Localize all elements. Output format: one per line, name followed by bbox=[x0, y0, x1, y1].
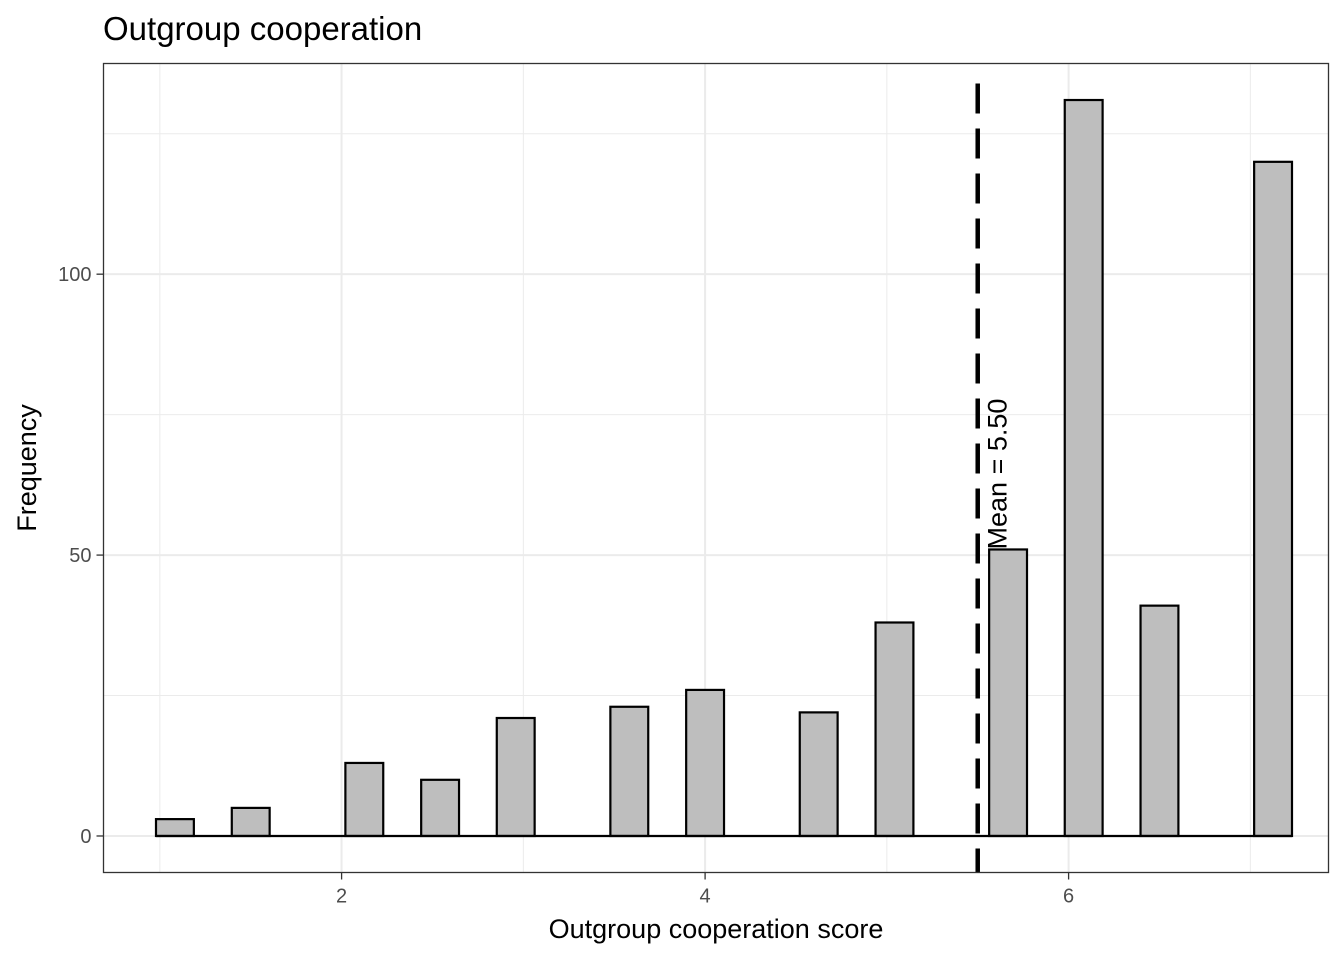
mean-label: Mean = 5.50 bbox=[983, 399, 1013, 550]
y-axis-ticks: 0 50 100 bbox=[58, 264, 104, 848]
y-axis-title: Frequency bbox=[12, 404, 42, 532]
histogram-bar bbox=[798, 711, 839, 838]
y-tick-label: 100 bbox=[58, 264, 91, 286]
histogram-bar bbox=[495, 716, 536, 838]
histogram-bar bbox=[988, 548, 1029, 838]
minor-gridlines bbox=[103, 63, 1329, 873]
x-axis-title: Outgroup cooperation score bbox=[549, 914, 884, 944]
histogram-bar bbox=[420, 778, 461, 838]
plot-border bbox=[102, 62, 1330, 874]
x-tick-label: 4 bbox=[700, 886, 711, 908]
x-tick-label: 6 bbox=[1063, 886, 1074, 908]
chart-title: Outgroup cooperation bbox=[103, 10, 422, 47]
y-tick-label: 0 bbox=[80, 826, 91, 848]
histogram-bar bbox=[230, 806, 271, 838]
histogram-bar bbox=[344, 761, 385, 838]
histogram-bar bbox=[1063, 98, 1104, 838]
histogram-bars bbox=[154, 98, 1294, 838]
histogram-bar bbox=[874, 621, 915, 838]
y-tick-label: 50 bbox=[69, 545, 91, 567]
histogram-bar bbox=[154, 818, 195, 838]
histogram-bar bbox=[685, 688, 726, 838]
x-tick-label: 2 bbox=[336, 886, 347, 908]
histogram-bar bbox=[609, 705, 650, 838]
histogram-bar bbox=[1253, 160, 1294, 838]
x-axis-ticks: 2 4 6 bbox=[336, 872, 1074, 908]
histogram-bar bbox=[1139, 604, 1180, 838]
